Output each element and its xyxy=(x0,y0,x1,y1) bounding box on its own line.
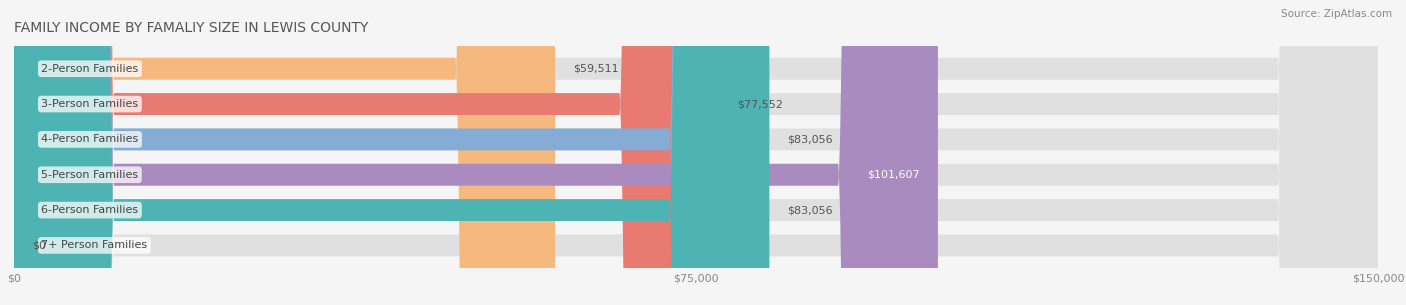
FancyBboxPatch shape xyxy=(14,0,1378,305)
FancyBboxPatch shape xyxy=(14,0,1378,305)
Text: $83,056: $83,056 xyxy=(787,205,832,215)
FancyBboxPatch shape xyxy=(14,0,1378,305)
FancyBboxPatch shape xyxy=(14,0,1378,305)
FancyBboxPatch shape xyxy=(14,0,769,305)
Text: 3-Person Families: 3-Person Families xyxy=(41,99,138,109)
FancyBboxPatch shape xyxy=(14,0,1378,305)
Text: 7+ Person Families: 7+ Person Families xyxy=(41,240,148,250)
FancyBboxPatch shape xyxy=(14,0,769,305)
FancyBboxPatch shape xyxy=(14,0,720,305)
Text: FAMILY INCOME BY FAMALIY SIZE IN LEWIS COUNTY: FAMILY INCOME BY FAMALIY SIZE IN LEWIS C… xyxy=(14,21,368,35)
Text: $59,511: $59,511 xyxy=(574,64,619,74)
Text: $101,607: $101,607 xyxy=(868,170,920,180)
Text: Source: ZipAtlas.com: Source: ZipAtlas.com xyxy=(1281,9,1392,19)
Text: 5-Person Families: 5-Person Families xyxy=(41,170,138,180)
FancyBboxPatch shape xyxy=(14,0,555,305)
Text: $77,552: $77,552 xyxy=(737,99,783,109)
FancyBboxPatch shape xyxy=(14,0,1378,305)
FancyBboxPatch shape xyxy=(14,0,938,305)
Text: $83,056: $83,056 xyxy=(787,135,832,144)
Text: $0: $0 xyxy=(32,240,46,250)
Text: 2-Person Families: 2-Person Families xyxy=(41,64,139,74)
Text: 4-Person Families: 4-Person Families xyxy=(41,135,139,144)
Text: 6-Person Families: 6-Person Families xyxy=(41,205,138,215)
